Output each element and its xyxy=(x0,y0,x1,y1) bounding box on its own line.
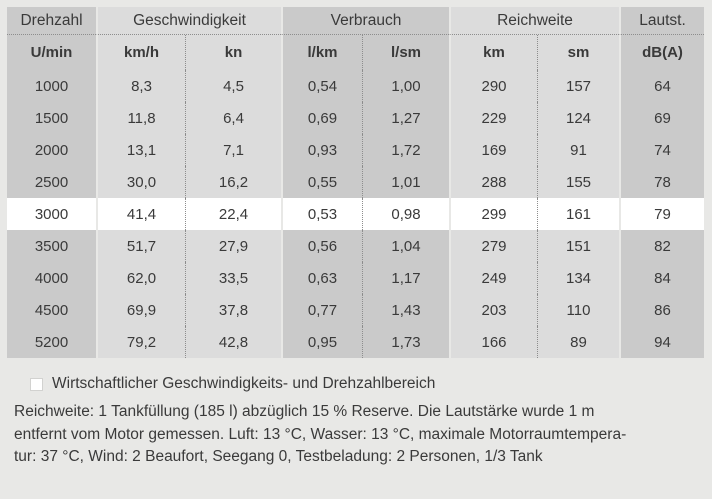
table-cell: 279 xyxy=(449,230,538,262)
table-cell: 2000 xyxy=(7,134,96,166)
footnote-line: entfernt vom Motor gemessen. Luft: 13 °C… xyxy=(14,425,627,443)
table-cell: 1500 xyxy=(7,102,96,134)
unit-lsm: l/sm xyxy=(363,35,449,70)
table-cell: 51,7 xyxy=(96,230,186,262)
col-group-lautstaerke: Lautst. xyxy=(619,7,704,35)
table-cell: 1,04 xyxy=(363,230,449,262)
table-cell-highlighted: 161 xyxy=(538,198,619,230)
col-group-verbrauch: Verbrauch xyxy=(281,7,449,35)
unit-kmh: km/h xyxy=(96,35,186,70)
table-cell: 86 xyxy=(619,294,704,326)
table-cell-highlighted: 0,98 xyxy=(363,198,449,230)
col-group-drehzahl: Drehzahl xyxy=(7,7,96,35)
white-swatch-icon xyxy=(30,377,43,391)
table-cell: 64 xyxy=(619,70,704,102)
col-group-geschwindigkeit: Geschwindigkeit xyxy=(96,7,281,35)
table-cell: 4500 xyxy=(7,294,96,326)
table-cell: 0,54 xyxy=(281,70,363,102)
table-cell: 155 xyxy=(538,166,619,198)
table-cell: 166 xyxy=(449,326,538,358)
table-cell-highlighted: 0,53 xyxy=(281,198,363,230)
table-cell-highlighted: 3000 xyxy=(7,198,96,230)
legend-label: Wirtschaftlicher Geschwindigkeits- und D… xyxy=(52,375,436,392)
table-cell: 6,4 xyxy=(186,102,281,134)
table-cell-highlighted: 79 xyxy=(619,198,704,230)
table-cell: 4,5 xyxy=(186,70,281,102)
table-cell-highlighted: 22,4 xyxy=(186,198,281,230)
table-cell: 89 xyxy=(538,326,619,358)
table-cell: 157 xyxy=(538,70,619,102)
table-cell: 1,00 xyxy=(363,70,449,102)
table-cell: 42,8 xyxy=(186,326,281,358)
table-cell: 1,01 xyxy=(363,166,449,198)
table-cell: 249 xyxy=(449,262,538,294)
table-cell: 0,63 xyxy=(281,262,363,294)
table-cell: 0,69 xyxy=(281,102,363,134)
table-cell: 1,27 xyxy=(363,102,449,134)
unit-dba: dB(A) xyxy=(619,35,704,70)
table-cell: 0,77 xyxy=(281,294,363,326)
performance-table: Drehzahl Geschwindigkeit Verbrauch Reich… xyxy=(7,7,704,358)
table-cell: 84 xyxy=(619,262,704,294)
footnote: Reichweite: 1 Tankfüllung (185 l) abzügl… xyxy=(14,401,702,469)
table-cell: 110 xyxy=(538,294,619,326)
footnote-line: Reichweite: 1 Tankfüllung (185 l) abzügl… xyxy=(14,403,595,420)
table-cell: 4000 xyxy=(7,262,96,294)
table-cell: 27,9 xyxy=(186,230,281,262)
table-cell: 16,2 xyxy=(186,166,281,198)
table-cell: 3500 xyxy=(7,230,96,262)
table-cell: 8,3 xyxy=(96,70,186,102)
unit-km: km xyxy=(449,35,538,70)
unit-lkm: l/km xyxy=(281,35,363,70)
table-cell: 134 xyxy=(538,262,619,294)
col-group-reichweite: Reichweite xyxy=(449,7,619,35)
unit-umin: U/min xyxy=(7,35,96,70)
table-cell: 79,2 xyxy=(96,326,186,358)
table-cell: 1,43 xyxy=(363,294,449,326)
table-cell: 37,8 xyxy=(186,294,281,326)
table-cell: 7,1 xyxy=(186,134,281,166)
table-cell: 290 xyxy=(449,70,538,102)
table-cell: 78 xyxy=(619,166,704,198)
table-cell: 2500 xyxy=(7,166,96,198)
table-cell: 169 xyxy=(449,134,538,166)
table-cell: 151 xyxy=(538,230,619,262)
table-cell-highlighted: 299 xyxy=(449,198,538,230)
table-cell: 13,1 xyxy=(96,134,186,166)
table-cell: 1,72 xyxy=(363,134,449,166)
table-cell-highlighted: 41,4 xyxy=(96,198,186,230)
table-cell: 124 xyxy=(538,102,619,134)
legend-economic-range: Wirtschaftlicher Geschwindigkeits- und D… xyxy=(30,375,435,393)
table-cell: 1,17 xyxy=(363,262,449,294)
table-cell: 203 xyxy=(449,294,538,326)
table-cell: 5200 xyxy=(7,326,96,358)
table-cell: 1000 xyxy=(7,70,96,102)
table-cell: 69,9 xyxy=(96,294,186,326)
table-cell: 91 xyxy=(538,134,619,166)
table-cell: 229 xyxy=(449,102,538,134)
table-cell: 69 xyxy=(619,102,704,134)
table-cell: 0,55 xyxy=(281,166,363,198)
table-cell: 82 xyxy=(619,230,704,262)
table-cell: 62,0 xyxy=(96,262,186,294)
table-cell: 11,8 xyxy=(96,102,186,134)
table-cell: 94 xyxy=(619,326,704,358)
table-cell: 30,0 xyxy=(96,166,186,198)
table-cell: 0,95 xyxy=(281,326,363,358)
unit-sm: sm xyxy=(538,35,619,70)
footnote-line: tur: 37 °C, Wind: 2 Beaufort, Seegang 0,… xyxy=(14,448,543,465)
table-cell: 33,5 xyxy=(186,262,281,294)
table-cell: 74 xyxy=(619,134,704,166)
table-cell: 0,56 xyxy=(281,230,363,262)
table-cell: 288 xyxy=(449,166,538,198)
unit-kn: kn xyxy=(186,35,281,70)
table-cell: 0,93 xyxy=(281,134,363,166)
table-cell: 1,73 xyxy=(363,326,449,358)
